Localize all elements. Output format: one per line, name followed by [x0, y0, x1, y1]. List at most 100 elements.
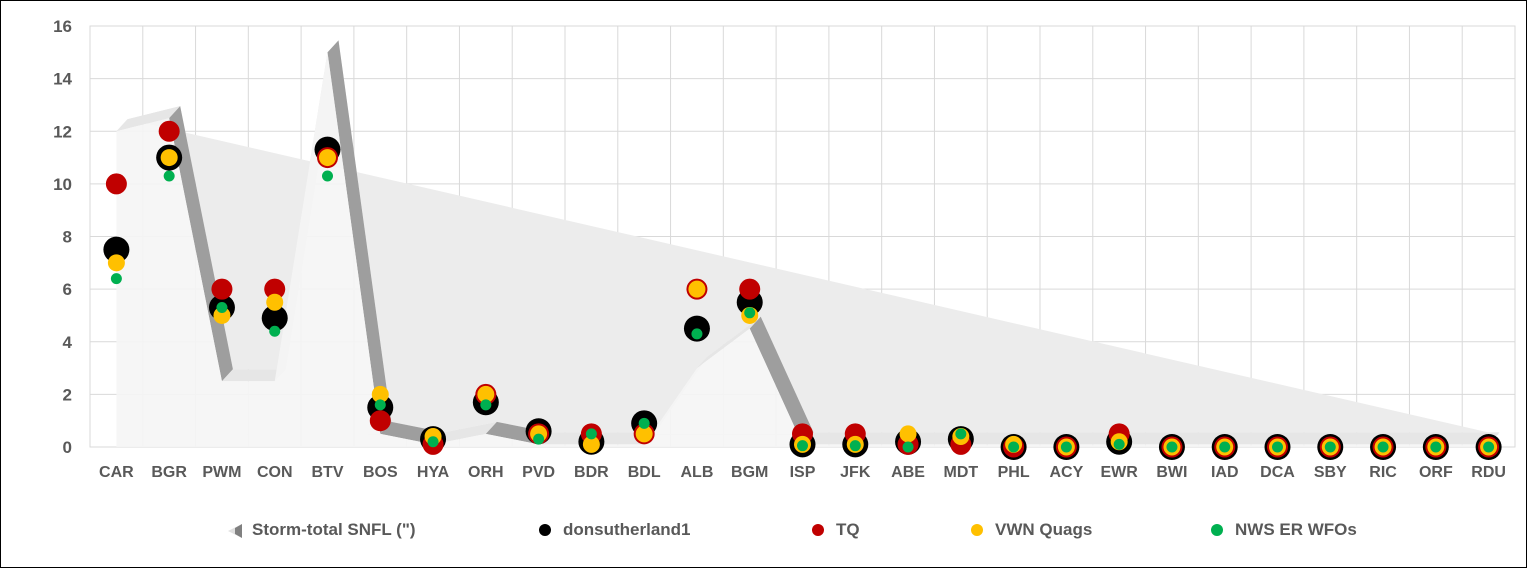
- point-nws-er-wfos: [163, 170, 175, 182]
- area-slope-face: [116, 106, 181, 132]
- x-tick-label: HYA: [417, 464, 450, 481]
- point-vwn-quags: [899, 425, 917, 443]
- x-tick-label: PWM: [202, 464, 241, 481]
- point-nws-er-wfos: [1219, 441, 1231, 453]
- point-nws-er-wfos: [1430, 441, 1442, 453]
- point-vwn-quags: [635, 425, 653, 443]
- y-tick-labels: 0 2 4 6 8 10 12 14 16: [53, 17, 72, 457]
- green-dot-icon: [1211, 524, 1223, 536]
- black-dot-icon: [539, 524, 551, 536]
- x-tick-label: ISP: [790, 464, 816, 481]
- point-vwn-quags: [477, 385, 495, 403]
- x-tick-label: EWR: [1101, 464, 1139, 481]
- point-nws-er-wfos: [374, 399, 386, 411]
- x-tick-label: DCA: [1260, 464, 1295, 481]
- legend-item-nws-er-wfos: NWS ER WFOs: [1211, 512, 1357, 548]
- x-tick-label: BDL: [628, 464, 661, 481]
- x-tick-label: BGM: [731, 464, 768, 481]
- point-donsutherland1: [261, 305, 288, 332]
- point-nws-er-wfos: [1060, 441, 1072, 453]
- x-tick-label: RIC: [1369, 464, 1397, 481]
- x-tick-label: RDU: [1471, 464, 1506, 481]
- point-nws-er-wfos: [216, 302, 228, 314]
- x-tick-labels: CAR BGR PWM CON BTV BOS HYA ORH PVD BDR BDL ALB BGM I…: [99, 464, 1506, 481]
- legend-item-storm-total: Storm-total SNFL ("): [228, 512, 416, 548]
- point-tq: [739, 278, 761, 300]
- x-tick-label: ABE: [891, 464, 925, 481]
- x-tick-label: JFK: [840, 464, 871, 481]
- point-tq: [264, 278, 286, 300]
- x-tick-label: IAD: [1211, 464, 1239, 481]
- legend-label: VWN Quags: [995, 520, 1093, 539]
- point-nws-er-wfos: [955, 428, 967, 440]
- x-tick-label: CON: [257, 464, 293, 481]
- x-tick-label: BTV: [312, 464, 344, 481]
- point-vwn-quags: [371, 385, 389, 403]
- data-points: [103, 120, 1502, 460]
- point-nws-er-wfos: [691, 328, 703, 340]
- point-nws-er-wfos: [269, 325, 281, 337]
- point-vwn-quags: [213, 306, 231, 324]
- legend: Storm-total SNFL (") donsutherland1 TQ V…: [0, 512, 1527, 548]
- x-tick-label: BDR: [574, 464, 609, 481]
- point-nws-er-wfos: [797, 440, 808, 452]
- point-nws-er-wfos: [1324, 441, 1336, 453]
- point-nws-er-wfos: [110, 273, 122, 285]
- point-nws-er-wfos: [585, 428, 597, 440]
- y-tick-label: 14: [53, 70, 72, 89]
- x-tick-label: MDT: [944, 464, 979, 481]
- point-vwn-quags: [160, 149, 178, 167]
- x-tick-label: PHL: [998, 464, 1030, 481]
- point-nws-er-wfos: [480, 399, 492, 411]
- x-tick-label: BOS: [363, 464, 398, 481]
- area-back-face: [127, 40, 1500, 435]
- legend-label: TQ: [836, 520, 860, 539]
- y-tick-label: 0: [63, 438, 72, 457]
- x-tick-label: BGR: [151, 464, 187, 481]
- point-nws-er-wfos: [1166, 441, 1178, 453]
- legend-item-vwn-quags: VWN Quags: [971, 512, 1092, 548]
- legend-label: NWS ER WFOs: [1235, 520, 1357, 539]
- point-nws-er-wfos: [427, 436, 439, 448]
- point-nws-er-wfos: [744, 307, 756, 319]
- point-vwn-quags: [107, 254, 125, 272]
- point-tq: [211, 278, 233, 300]
- snowfall-chart: 0 2 4 6 8 10 12 14 16 CAR BGR PWM CON BTV BOS HYA ORH PV…: [53, 17, 1516, 481]
- x-tick-label: ORH: [468, 464, 504, 481]
- y-tick-label: 8: [63, 228, 72, 247]
- area-slope-face: [221, 369, 286, 382]
- point-nws-er-wfos: [902, 441, 914, 453]
- point-tq: [369, 410, 391, 432]
- area-wedge-icon: [228, 523, 242, 538]
- point-nws-er-wfos: [638, 417, 650, 429]
- point-nws-er-wfos: [1483, 441, 1495, 453]
- legend-label: donsutherland1: [563, 520, 691, 539]
- point-nws-er-wfos: [1113, 438, 1125, 450]
- point-nws-er-wfos: [1377, 441, 1389, 453]
- area-slope-face: [433, 421, 497, 445]
- yellow-dot-icon: [971, 524, 983, 536]
- legend-item-donsutherland1: donsutherland1: [539, 512, 691, 548]
- y-tick-label: 12: [53, 122, 72, 141]
- area-slope-face: [749, 316, 814, 445]
- point-vwn-quags: [319, 149, 336, 167]
- area-slope-face: [327, 40, 392, 434]
- legend-item-tq: TQ: [812, 512, 860, 548]
- point-vwn-quags: [582, 435, 600, 453]
- y-tick-label: 16: [53, 17, 72, 36]
- area-front-face: [116, 52, 1489, 447]
- area-slope-face: [696, 316, 761, 369]
- x-tick-label: ACY: [1049, 464, 1083, 481]
- point-nws-er-wfos: [1272, 441, 1283, 453]
- y-tick-label: 10: [53, 175, 72, 194]
- point-tq: [158, 120, 180, 142]
- point-nws-er-wfos: [322, 170, 333, 182]
- red-dot-icon: [812, 524, 824, 536]
- point-vwn-quags: [266, 293, 284, 311]
- y-tick-label: 6: [63, 280, 72, 299]
- x-tick-label: PVD: [522, 464, 555, 481]
- point-nws-er-wfos: [849, 440, 861, 452]
- point-vwn-quags: [688, 280, 706, 298]
- y-tick-label: 4: [63, 333, 73, 352]
- point-nws-er-wfos: [1008, 441, 1020, 453]
